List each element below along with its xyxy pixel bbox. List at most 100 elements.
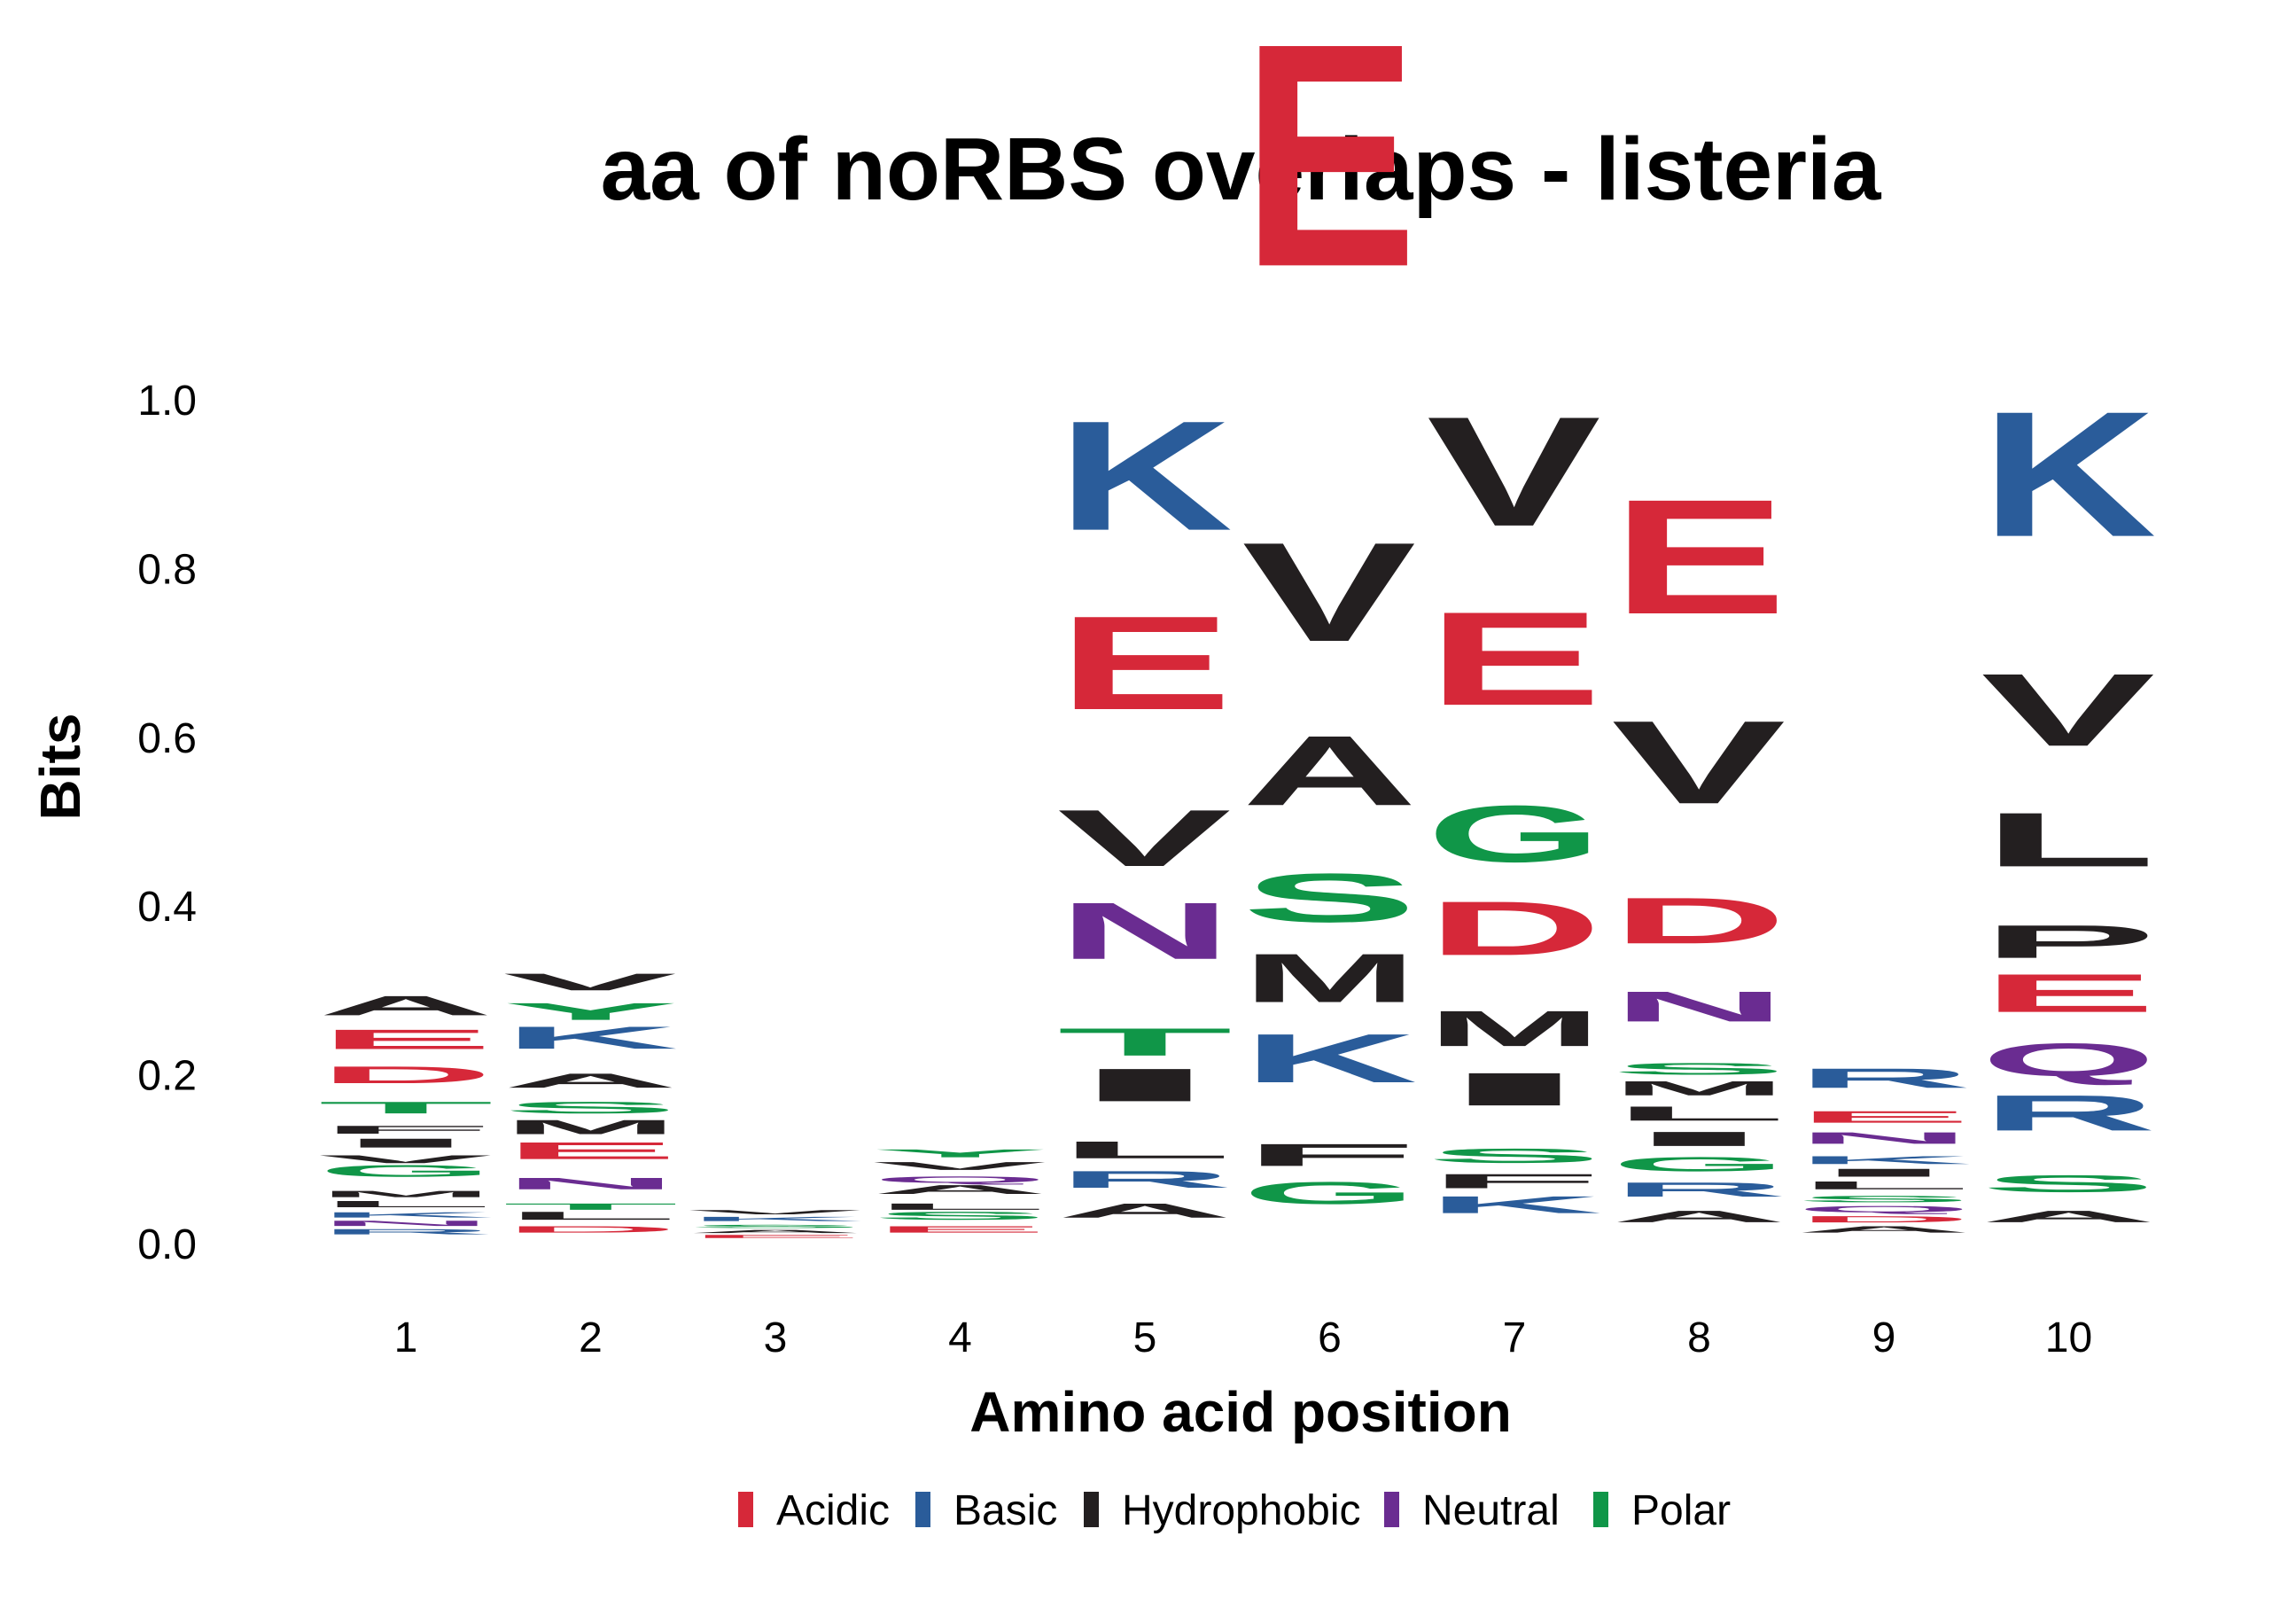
letter-M: M bbox=[318, 1189, 494, 1198]
letter-S: S bbox=[503, 1098, 679, 1117]
letter-Q: Q bbox=[873, 1174, 1048, 1184]
x-tick-label: 7 bbox=[1503, 1314, 1527, 1361]
letter-A: A bbox=[688, 1228, 863, 1234]
letter-V: V bbox=[1427, 385, 1601, 559]
legend-label: Neutral bbox=[1422, 1487, 1560, 1534]
letter-A: A bbox=[1796, 1224, 1972, 1234]
x-tick-label: 9 bbox=[1872, 1314, 1896, 1361]
letter-Y: Y bbox=[503, 998, 679, 1025]
letter-V: V bbox=[1242, 514, 1417, 671]
letter-V: V bbox=[318, 1153, 493, 1166]
letter-E: E bbox=[1981, 963, 2157, 1023]
letter-S: S bbox=[688, 1224, 863, 1229]
letter-I: I bbox=[1057, 1059, 1233, 1112]
legend-label: Acidic bbox=[776, 1487, 890, 1534]
legend-label: Hydrophobic bbox=[1122, 1487, 1360, 1534]
letter-V: V bbox=[1981, 652, 2156, 768]
letter-D: D bbox=[318, 1062, 494, 1088]
legend-item: Acidic bbox=[738, 1487, 890, 1534]
x-tick-label: 6 bbox=[1318, 1314, 1342, 1361]
letter-N: N bbox=[318, 1219, 494, 1228]
y-axis-title: Bits bbox=[28, 714, 92, 821]
letter-G: G bbox=[318, 1162, 494, 1181]
letter-V: V bbox=[503, 969, 678, 995]
letter-I: I bbox=[318, 1136, 494, 1150]
letter-A: A bbox=[503, 1070, 679, 1093]
letter-K: K bbox=[1242, 1019, 1418, 1097]
letter-N: N bbox=[503, 1174, 679, 1193]
letter-M: M bbox=[1612, 1077, 1787, 1100]
letter-S: S bbox=[1612, 1060, 1787, 1079]
letter-R: R bbox=[1057, 1166, 1233, 1193]
letter-F: F bbox=[1242, 1137, 1418, 1173]
letter-M: M bbox=[1242, 940, 1418, 1017]
letter-V: V bbox=[1057, 793, 1232, 883]
letter-K: K bbox=[688, 1215, 863, 1222]
x-tick-label: 2 bbox=[579, 1314, 603, 1361]
y-axis-ticks: 0.0 0.2 0.4 0.6 0.8 1.0 bbox=[137, 378, 197, 1268]
legend-swatch bbox=[738, 1492, 753, 1527]
letter-A: A bbox=[1242, 715, 1418, 826]
letter-K: K bbox=[1427, 1191, 1602, 1218]
letter-I: I bbox=[1612, 1127, 1787, 1150]
letter-V: V bbox=[688, 1209, 862, 1216]
letter-E: E bbox=[1796, 1108, 1972, 1127]
letter-R: R bbox=[1612, 1178, 1787, 1201]
y-tick-label: 1.0 bbox=[137, 378, 197, 425]
letter-I: I bbox=[1796, 1166, 1972, 1179]
letter-S: S bbox=[873, 1210, 1048, 1222]
x-tick-label: 5 bbox=[1133, 1314, 1157, 1361]
letter-I: I bbox=[1427, 1064, 1602, 1116]
letter-F: F bbox=[318, 1123, 494, 1135]
legend-label: Polar bbox=[1631, 1487, 1731, 1534]
letter-L: L bbox=[1612, 1103, 1787, 1126]
letter-S: S bbox=[1242, 859, 1418, 937]
letter-D: D bbox=[503, 1224, 679, 1234]
letter-K: K bbox=[503, 1020, 679, 1056]
letter-E: E bbox=[1242, 0, 1418, 333]
letter-R: R bbox=[1796, 1063, 1972, 1094]
letter-Y: Y bbox=[873, 1147, 1048, 1159]
letter-G: G bbox=[1242, 1175, 1418, 1211]
letter-E: E bbox=[873, 1224, 1048, 1234]
x-tick-label: 10 bbox=[2045, 1314, 2092, 1361]
letter-E: E bbox=[1612, 465, 1787, 648]
y-tick-label: 0.6 bbox=[137, 715, 197, 762]
letter-A: A bbox=[1057, 1199, 1233, 1222]
legend-swatch bbox=[1384, 1492, 1399, 1527]
legend-swatch bbox=[915, 1492, 930, 1527]
letter-D: D bbox=[1612, 884, 1787, 957]
x-tick-label: 1 bbox=[394, 1314, 418, 1361]
x-tick-label: 8 bbox=[1687, 1314, 1711, 1361]
letter-M: M bbox=[1427, 1001, 1602, 1057]
letter-L: L bbox=[873, 1202, 1048, 1212]
letter-D: D bbox=[1796, 1214, 1972, 1224]
legend-swatch bbox=[1084, 1492, 1099, 1527]
x-axis-ticks: 1 2 3 4 5 6 7 8 9 10 bbox=[394, 1314, 2093, 1361]
letter-K: K bbox=[318, 1211, 494, 1220]
letter-N: N bbox=[1612, 983, 1787, 1031]
letter-K: K bbox=[1057, 388, 1233, 563]
legend-item: Basic bbox=[915, 1487, 1057, 1534]
letter-S: S bbox=[1427, 1144, 1602, 1167]
letter-K: K bbox=[1796, 1154, 1972, 1166]
legend-item: Polar bbox=[1593, 1487, 1731, 1534]
legend: Acidic Basic Hydrophobic Neutral Polar bbox=[738, 1487, 1731, 1534]
letter-Q: Q bbox=[1796, 1205, 1972, 1214]
letter-P: P bbox=[1981, 916, 2157, 968]
letter-F: F bbox=[1427, 1170, 1602, 1193]
letter-A: A bbox=[873, 1182, 1048, 1197]
chart-title: aa of noRBS overlaps - listeria bbox=[601, 120, 1882, 219]
letter-A: A bbox=[1981, 1207, 2157, 1226]
letter-E: E bbox=[1057, 589, 1233, 737]
letter-E: E bbox=[688, 1234, 863, 1239]
letter-E: E bbox=[503, 1137, 679, 1164]
letter-Q: Q bbox=[1981, 1034, 2157, 1086]
